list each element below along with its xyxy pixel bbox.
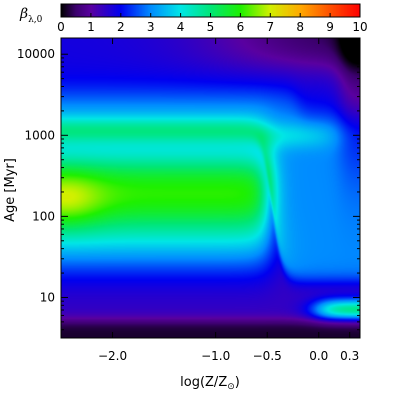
plot-frame <box>60 37 361 339</box>
y-axis-tick-label: 100 <box>32 209 55 223</box>
x-axis-tick-label: −1.0 <box>201 349 230 363</box>
x-axis-title: log(Z/Z⊙) <box>180 375 240 392</box>
x-axis-tick-label: −2.0 <box>98 349 127 363</box>
y-axis-ticks: 10 100 1000 10000 <box>17 47 360 331</box>
colorbar-tick-label: 1 <box>87 20 95 34</box>
y-axis-tick-label: 1000 <box>24 128 55 142</box>
y-axis-title: Age [Myr] <box>3 158 18 222</box>
x-axis-ticks: −2.0 −1.0 −0.5 0.0 0.3 <box>98 38 359 363</box>
colorbar-tick-label: 7 <box>266 20 274 34</box>
colorbar-ticks: 0 1 2 3 4 5 6 7 8 9 10 <box>57 13 368 34</box>
y-axis-tick-label: 10000 <box>17 47 55 61</box>
colorbar-gradient <box>61 4 360 17</box>
plot-area: −2.0 −1.0 −0.5 0.0 0.3 10 100 1000 10000 <box>17 37 361 363</box>
colorbar-tick-label: 4 <box>177 20 185 34</box>
colorbar-tick-label: 10 <box>352 20 367 34</box>
heatmap-image <box>61 38 360 338</box>
colorbar-tick-label: 3 <box>147 20 155 34</box>
colorbar-tick-label: 2 <box>117 20 125 34</box>
x-axis-tick-label: −0.5 <box>253 349 282 363</box>
x-axis-tick-label: 0.0 <box>309 349 328 363</box>
colorbar-tick-label: 0 <box>57 20 65 34</box>
colorbar-tick-label: 9 <box>326 20 334 34</box>
colorbar-tick-label: 5 <box>207 20 215 34</box>
colorbar-tick-label: 8 <box>296 20 304 34</box>
colorbar-label: βλ,0 <box>19 6 43 25</box>
colorbar-tick-label: 6 <box>237 20 245 34</box>
x-axis-tick-label: 0.3 <box>340 349 359 363</box>
y-axis-tick-label: 10 <box>40 290 55 304</box>
colorbar: 0 1 2 3 4 5 6 7 8 9 10 βλ,0 <box>19 3 368 34</box>
